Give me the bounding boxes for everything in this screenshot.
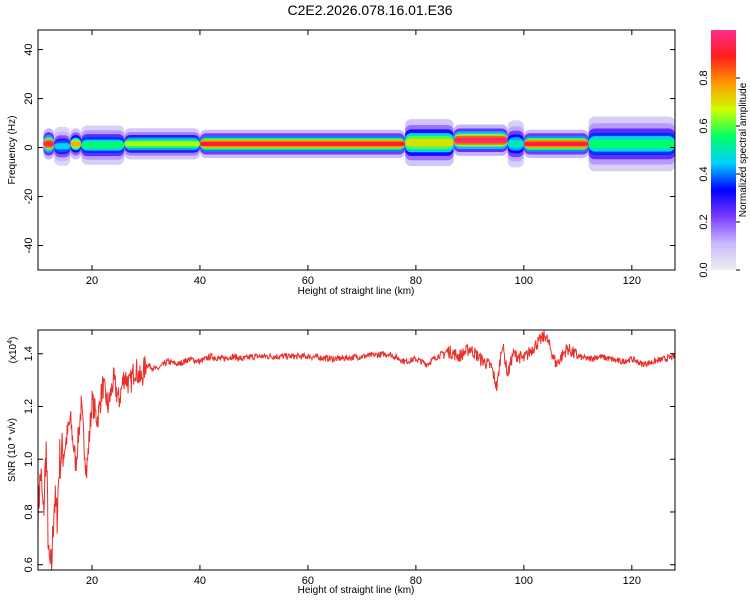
colorbar: 0.0 0.2 0.4 0.6 0.8 Normalized spectral ampl…	[698, 30, 749, 278]
colorbar-ticks: 0.0 0.2 0.4 0.6 0.8	[698, 70, 740, 278]
snr-ylabel: SNR (10 * v/v)	[7, 418, 18, 482]
heat-band-0-level-5	[43, 141, 55, 147]
snr-xtick-label: 80	[410, 575, 422, 587]
heat-band-6-level-5	[405, 138, 454, 147]
snr-ticks: 20 40 60 80 100 120 0.6 0.8 1.0 1.2 1.4	[23, 330, 675, 587]
colorbar-tick-label: 0.8	[698, 70, 710, 85]
heat-band-9-level-5	[523, 141, 589, 147]
snr-ytick-label: 0.6	[23, 557, 35, 572]
spectrogram-frame	[37, 29, 676, 271]
snr-xtick-label: 40	[194, 575, 206, 587]
spectrogram-xlabel: Height of straight line (km)	[298, 286, 415, 297]
snr-multiplier: (x104)	[7, 337, 19, 364]
spectrogram-panel: 20 40 60 80 100 120 -40 -20 0 20 40 Height of stra…	[7, 29, 676, 297]
snr-ytick-label: 1.4	[23, 346, 35, 361]
snr-panel: 20 40 60 80 100 120 0.6 0.8 1.0 1.2 1.4 Height of …	[7, 329, 676, 596]
heat-band-5-level-5	[199, 141, 406, 147]
snr-ytick-label: 1.0	[23, 452, 35, 467]
snr-multiplier-close: )	[8, 337, 19, 340]
snr-ytick-label: 0.8	[23, 504, 35, 519]
heat-band-3-level-5	[81, 142, 125, 149]
heat-band-2-level-5	[70, 141, 82, 147]
snr-multiplier-base: (x10	[8, 343, 19, 363]
snr-line-layer	[37, 330, 676, 571]
spectrogram-xtick-label: 120	[623, 275, 641, 287]
colorbar-tick-label: 0.4	[698, 166, 710, 181]
snr-ytick-label: 1.2	[23, 399, 35, 414]
spectrogram-ytick-label: 0	[23, 144, 35, 150]
snr-xtick-label: 60	[302, 575, 314, 587]
colorbar-tick-label: 0.6	[698, 118, 710, 133]
colorbar-gradient	[711, 30, 736, 270]
chart-title: C2E2.2026.078.16.01.E36	[287, 2, 452, 18]
colorbar-tick-label: 0.2	[698, 214, 710, 229]
spectrogram-xtick-label: 80	[410, 275, 422, 287]
spectrogram-ytick-label: -40	[23, 238, 35, 254]
snr-xtick-label: 20	[86, 575, 98, 587]
spectrogram-xtick-label: 100	[515, 275, 533, 287]
spectrogram-xtick-label: 20	[86, 275, 98, 287]
spectrogram-ytick-label: 20	[23, 92, 35, 104]
heat-band-10-level-5	[588, 139, 675, 149]
spectrogram-xtick-label: 60	[302, 275, 314, 287]
snr-frame	[37, 329, 676, 571]
snr-series-line	[37, 330, 676, 571]
colorbar-tick-label: 0.0	[698, 262, 710, 277]
snr-xlabel: Height of straight line (km)	[298, 585, 415, 596]
spectrogram-xtick-label: 40	[194, 275, 206, 287]
snr-xtick-label: 120	[623, 575, 641, 587]
spectrogram-heat	[43, 116, 675, 172]
snr-multiplier-exp: 4	[7, 340, 14, 344]
heat-band-1-level-5	[54, 143, 71, 150]
colorbar-label: Normalized spectral amplitude	[738, 82, 749, 217]
heat-band-4-level-5	[124, 141, 200, 147]
heat-band-8-level-5	[507, 140, 524, 148]
spectrogram-ytick-label: -20	[23, 189, 35, 205]
heat-band-7-level-5	[453, 137, 508, 143]
spectrogram-ylabel: Frequency (Hz)	[7, 116, 18, 185]
spectrogram-ticks: 20 40 60 80 100 120 -40 -20 0 20 40	[23, 30, 675, 287]
spectrogram-ytick-label: 40	[23, 43, 35, 55]
snr-xtick-label: 100	[515, 575, 533, 587]
